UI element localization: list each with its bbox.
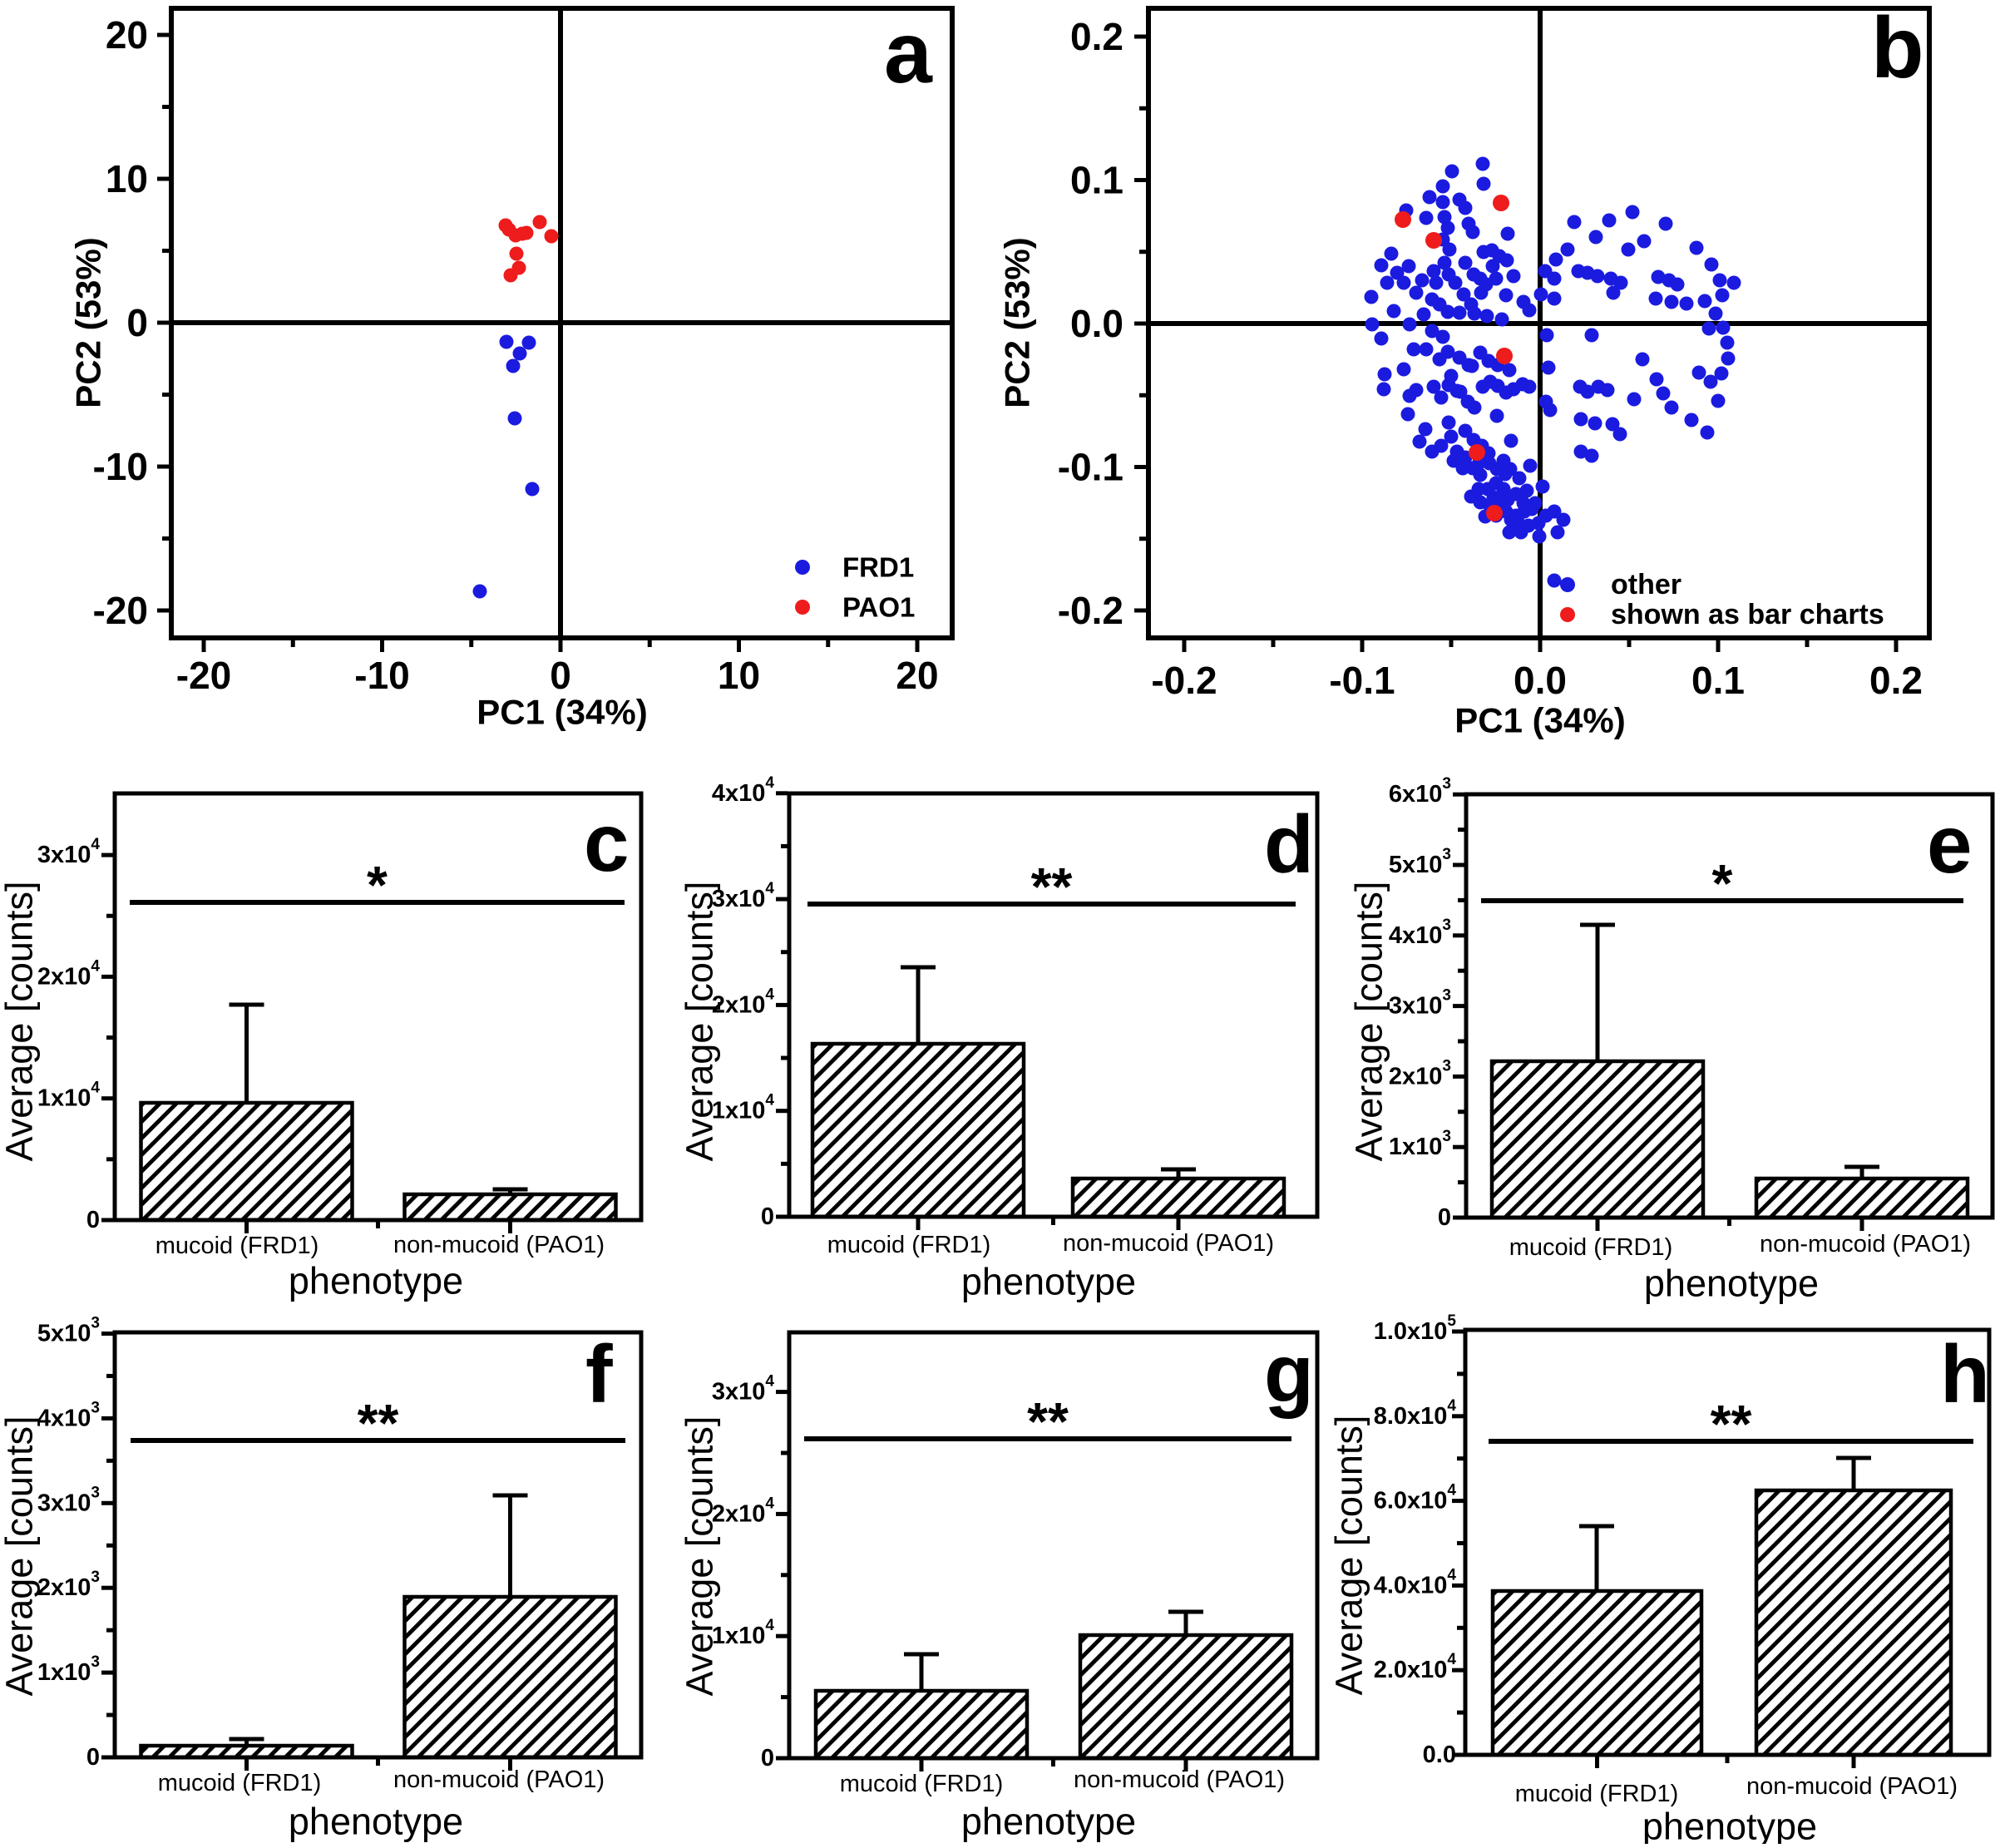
- svg-text:5x103: 5x103: [1389, 846, 1451, 879]
- svg-text:-10: -10: [93, 445, 148, 488]
- svg-text:20: 20: [106, 13, 148, 57]
- svg-text:mucoid (FRD1): mucoid (FRD1): [827, 1232, 991, 1258]
- svg-text:10: 10: [106, 157, 148, 200]
- svg-text:3x104: 3x104: [37, 836, 101, 869]
- svg-text:0: 0: [126, 301, 148, 344]
- svg-text:-0.2: -0.2: [1058, 589, 1123, 632]
- svg-text:0.0: 0.0: [1514, 659, 1567, 702]
- svg-text:phenotype: phenotype: [1642, 1806, 1817, 1845]
- svg-text:1x103: 1x103: [37, 1653, 100, 1687]
- svg-text:f: f: [585, 1328, 613, 1420]
- svg-text:non-mucoid (PAO1): non-mucoid (PAO1): [393, 1766, 605, 1793]
- svg-text:mucoid (FRD1): mucoid (FRD1): [1509, 1234, 1673, 1261]
- svg-text:PC2 (53%): PC2 (53%): [998, 237, 1037, 408]
- svg-text:3x104: 3x104: [712, 1372, 775, 1406]
- svg-text:PC1 (34%): PC1 (34%): [1454, 701, 1625, 740]
- svg-text:0.1: 0.1: [1070, 159, 1123, 202]
- svg-text:2x104: 2x104: [712, 1495, 775, 1528]
- svg-text:e: e: [1927, 798, 1973, 890]
- svg-text:*: *: [367, 855, 388, 915]
- svg-text:0: 0: [86, 1744, 100, 1771]
- svg-text:0: 0: [1438, 1204, 1451, 1231]
- svg-text:other: other: [1611, 569, 1681, 600]
- svg-text:shown as bar charts: shown as bar charts: [1611, 599, 1884, 630]
- svg-text:2x103: 2x103: [37, 1569, 100, 1602]
- svg-text:b: b: [1871, 0, 1924, 96]
- svg-text:1x104: 1x104: [712, 1617, 775, 1650]
- svg-text:2.0x104: 2.0x104: [1374, 1651, 1457, 1684]
- svg-text:**: **: [1027, 1391, 1069, 1451]
- svg-text:1x104: 1x104: [37, 1079, 101, 1112]
- svg-text:non-mucoid (PAO1): non-mucoid (PAO1): [1074, 1766, 1285, 1793]
- svg-text:phenotype: phenotype: [1644, 1262, 1819, 1305]
- svg-text:6x103: 6x103: [1389, 775, 1451, 808]
- svg-text:non-mucoid (PAO1): non-mucoid (PAO1): [1760, 1231, 1971, 1258]
- svg-text:Average [counts]: Average [counts]: [0, 1416, 41, 1697]
- svg-text:3x104: 3x104: [712, 880, 775, 913]
- svg-text:PC2 (53%): PC2 (53%): [69, 237, 108, 408]
- svg-text:c: c: [584, 797, 630, 888]
- svg-text:-0.1: -0.1: [1329, 659, 1395, 702]
- svg-text:Average [counts]: Average [counts]: [1328, 1416, 1370, 1696]
- svg-text:1x104: 1x104: [712, 1091, 775, 1124]
- svg-text:5x103: 5x103: [37, 1314, 100, 1347]
- svg-text:Average [counts]: Average [counts]: [679, 1416, 721, 1697]
- svg-text:mucoid (FRD1): mucoid (FRD1): [156, 1233, 319, 1259]
- svg-text:-20: -20: [176, 654, 231, 697]
- svg-text:0: 0: [86, 1207, 100, 1233]
- svg-text:non-mucoid (PAO1): non-mucoid (PAO1): [1063, 1230, 1274, 1257]
- svg-text:phenotype: phenotype: [961, 1801, 1136, 1843]
- svg-text:non-mucoid (PAO1): non-mucoid (PAO1): [1746, 1773, 1958, 1800]
- svg-text:*: *: [1712, 853, 1733, 913]
- svg-text:2x104: 2x104: [37, 957, 101, 991]
- svg-text:8.0x104: 8.0x104: [1374, 1396, 1457, 1430]
- svg-text:4.0x104: 4.0x104: [1374, 1566, 1457, 1599]
- svg-text:10: 10: [718, 654, 760, 697]
- svg-text:mucoid (FRD1): mucoid (FRD1): [840, 1771, 1004, 1797]
- svg-text:h: h: [1940, 1328, 1990, 1420]
- svg-text:phenotype: phenotype: [289, 1260, 463, 1302]
- svg-text:Average [counts]: Average [counts]: [0, 882, 41, 1162]
- svg-text:PAO1: PAO1: [842, 592, 915, 623]
- svg-text:3x103: 3x103: [37, 1484, 100, 1517]
- svg-text:0: 0: [761, 1745, 774, 1771]
- svg-text:20: 20: [896, 654, 938, 697]
- svg-text:4x103: 4x103: [37, 1399, 100, 1432]
- svg-text:phenotype: phenotype: [961, 1261, 1136, 1303]
- svg-text:non-mucoid (PAO1): non-mucoid (PAO1): [393, 1232, 605, 1258]
- svg-text:2x103: 2x103: [1389, 1057, 1451, 1090]
- svg-text:Average [counts]: Average [counts]: [679, 882, 721, 1162]
- svg-text:-20: -20: [93, 589, 148, 632]
- svg-text:a: a: [884, 5, 933, 101]
- svg-text:mucoid (FRD1): mucoid (FRD1): [1515, 1781, 1679, 1807]
- svg-text:d: d: [1264, 798, 1314, 890]
- svg-text:4x104: 4x104: [712, 773, 775, 807]
- svg-text:FRD1: FRD1: [842, 552, 914, 583]
- svg-text:**: **: [1031, 857, 1073, 917]
- svg-text:-0.2: -0.2: [1151, 659, 1217, 702]
- svg-text:0.1: 0.1: [1691, 659, 1745, 702]
- svg-text:phenotype: phenotype: [289, 1801, 463, 1843]
- svg-text:6.0x104: 6.0x104: [1374, 1481, 1457, 1514]
- svg-text:1.0x105: 1.0x105: [1374, 1312, 1457, 1346]
- svg-text:**: **: [358, 1393, 399, 1453]
- svg-text:-0.1: -0.1: [1058, 446, 1123, 489]
- svg-text:0.2: 0.2: [1070, 15, 1123, 58]
- svg-text:-10: -10: [354, 654, 409, 697]
- svg-text:0.0: 0.0: [1070, 302, 1123, 345]
- svg-text:4x103: 4x103: [1389, 916, 1451, 949]
- svg-text:**: **: [1711, 1394, 1752, 1454]
- svg-text:mucoid (FRD1): mucoid (FRD1): [158, 1770, 322, 1796]
- svg-text:0: 0: [550, 654, 571, 697]
- svg-text:0: 0: [761, 1203, 774, 1230]
- svg-text:1x103: 1x103: [1389, 1128, 1451, 1161]
- svg-text:PC1 (34%): PC1 (34%): [477, 693, 647, 732]
- svg-text:0.0: 0.0: [1423, 1742, 1456, 1768]
- svg-text:0.2: 0.2: [1869, 659, 1923, 702]
- svg-text:g: g: [1264, 1327, 1314, 1419]
- svg-text:Average [counts]: Average [counts]: [1348, 882, 1390, 1162]
- svg-text:2x104: 2x104: [712, 986, 775, 1019]
- svg-text:3x103: 3x103: [1389, 986, 1451, 1020]
